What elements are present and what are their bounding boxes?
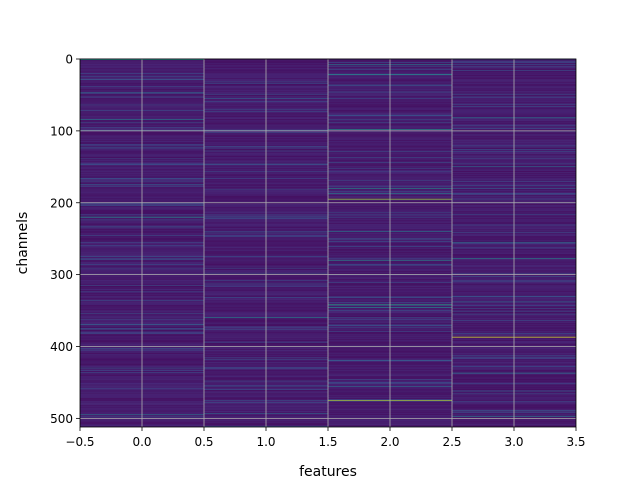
x-tick-label: 3.5 [566, 435, 585, 449]
x-tick-label: −0.5 [65, 435, 94, 449]
y-tick-label: 400 [50, 340, 73, 354]
x-tick-label: 2.5 [442, 435, 461, 449]
x-tick-label: 1.0 [256, 435, 275, 449]
y-tick-label: 0 [65, 53, 73, 67]
y-tick-label: 300 [50, 268, 73, 282]
x-tick-label: 2.0 [380, 435, 399, 449]
x-axis-label: features [299, 464, 357, 480]
y-tick-label: 200 [50, 196, 73, 210]
gridlines [80, 59, 576, 427]
x-tick-label: 0.5 [194, 435, 213, 449]
y-axis-label: channels [15, 212, 31, 275]
x-tick-label: 3.0 [504, 435, 523, 449]
y-tick-label: 100 [50, 124, 73, 138]
x-axis-ticks: −0.5 0.0 0.5 1.0 1.5 2.0 2.5 3.0 3.5 [65, 427, 586, 449]
x-tick-label: 0.0 [132, 435, 151, 449]
y-tick-label: 500 [50, 412, 73, 426]
x-tick-label: 1.5 [318, 435, 337, 449]
y-axis-ticks: 0 100 200 300 400 500 [50, 53, 80, 426]
